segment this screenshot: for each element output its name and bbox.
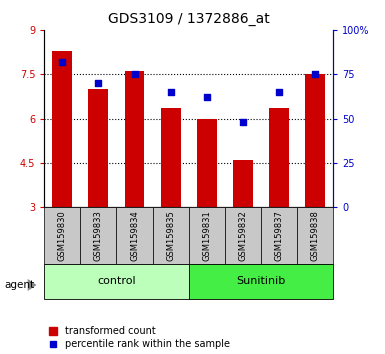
Point <box>167 89 174 95</box>
Bar <box>152 207 189 264</box>
Bar <box>233 160 253 207</box>
Text: GSM159837: GSM159837 <box>275 210 283 261</box>
Text: control: control <box>97 276 136 286</box>
Bar <box>197 119 217 207</box>
Bar <box>189 207 225 264</box>
Bar <box>116 207 152 264</box>
Text: GDS3109 / 1372886_at: GDS3109 / 1372886_at <box>108 12 270 27</box>
Text: GSM159833: GSM159833 <box>94 210 103 261</box>
Point <box>240 119 246 125</box>
Bar <box>44 264 189 299</box>
Bar <box>261 207 297 264</box>
Bar <box>269 108 289 207</box>
Point <box>276 89 282 95</box>
Bar <box>125 72 144 207</box>
Text: Sunitinib: Sunitinib <box>236 276 285 286</box>
Bar <box>52 51 72 207</box>
Text: GSM159838: GSM159838 <box>310 210 320 261</box>
Point <box>59 59 65 65</box>
Bar <box>44 207 80 264</box>
Polygon shape <box>28 279 37 291</box>
Text: GSM159832: GSM159832 <box>238 210 247 261</box>
Bar <box>297 207 333 264</box>
Bar <box>89 89 108 207</box>
Point <box>312 72 318 77</box>
Point <box>95 80 102 86</box>
Legend: transformed count, percentile rank within the sample: transformed count, percentile rank withi… <box>49 326 230 349</box>
Bar <box>305 74 325 207</box>
Text: GSM159831: GSM159831 <box>202 210 211 261</box>
Bar <box>161 108 181 207</box>
Bar <box>189 264 333 299</box>
Text: GSM159835: GSM159835 <box>166 210 175 261</box>
Text: GSM159834: GSM159834 <box>130 210 139 261</box>
Text: agent: agent <box>5 280 35 290</box>
Point <box>204 95 210 100</box>
Bar <box>80 207 116 264</box>
Bar <box>225 207 261 264</box>
Text: GSM159830: GSM159830 <box>58 210 67 261</box>
Point <box>131 72 137 77</box>
